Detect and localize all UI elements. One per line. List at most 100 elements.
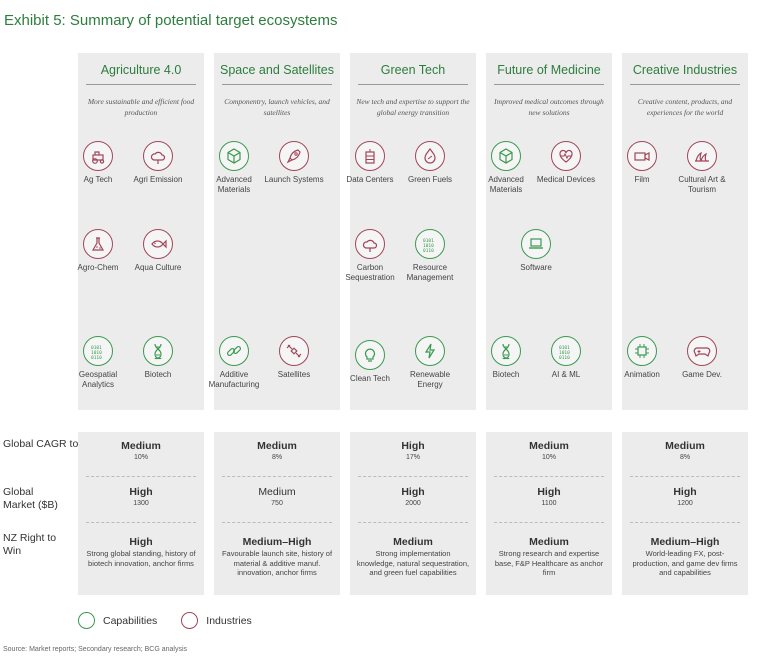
chain-link-icon [219,336,249,366]
cagr-cell: Medium 8% [622,440,748,463]
rtw-level: Medium–High [650,536,720,548]
item-label: Software [520,263,552,272]
cagr-value: 10% [541,454,556,461]
rtw-cell: High Strong global standing, history of … [78,536,204,568]
rtw-level: Medium [393,536,433,548]
metrics-column: High 17% High 2000 Medium Strong impleme… [350,432,476,595]
item-label: Renewable Energy [409,370,451,389]
divider [494,522,604,523]
divider [630,84,740,85]
divider [86,476,196,477]
item-label: AI & ML [551,370,581,379]
row-label-rtw: NZ Right to Win [3,532,57,557]
cagr-value: 8% [679,454,691,461]
svg-text:0110: 0110 [423,248,434,253]
ecosystem-item: Film [609,141,675,185]
market-cell: High 1200 [622,486,748,509]
item-label: Animation [624,370,660,379]
rtw-cell: Medium Strong research and expertise bas… [486,536,612,578]
item-label: Game Dev. [682,370,722,379]
legend-industries: Industries [206,614,252,627]
ecosystem-item: Additive Manufacturing [201,336,267,390]
rtw-text: Strong implementation knowledge, natural… [356,549,470,577]
chip-icon [627,336,657,366]
svg-text:1010: 1010 [423,243,434,249]
opera-house-icon [687,141,717,171]
item-label: Cultural Art & Tourism [678,175,726,194]
column-subtitle: Improved medical outcomes through new so… [494,97,604,117]
item-label: Advanced Materials [488,175,524,194]
rtw-text: Strong global standing, history of biote… [86,549,196,568]
market-level: High [129,486,153,498]
item-label: Data Centers [346,175,394,184]
ecosystem-item: Data Centers [337,141,403,185]
item-label: Biotech [492,370,520,379]
laptop-icon [521,229,551,259]
legend: Capabilities Industries [78,612,252,629]
svg-text:0110: 0110 [559,355,570,360]
market-value: 750 [271,500,283,507]
ecosystem-item: Medical Devices [533,141,599,185]
divider [86,522,196,523]
market-value: 2000 [405,500,421,507]
market-cell: Medium 750 [214,486,340,509]
rtw-text: World-leading FX, post-production, and g… [632,549,738,577]
item-label: Launch Systems [264,175,324,184]
ecosystem-item: Software [503,229,569,273]
source-note: Source: Market reports; Secondary resear… [3,646,188,653]
column-title: Space and Satellites [220,63,334,77]
item-label: Agro-Chem [77,263,119,272]
item-label: Resource Management [406,263,454,282]
metrics-column: Medium 8% Medium 750 Medium–High Favoura… [214,432,340,595]
metrics-column: Medium 10% High 1300 High Strong global … [78,432,204,595]
ecosystem-column: Future of Medicine Improved medical outco… [486,53,612,410]
cagr-value: 10% [133,454,148,461]
item-label: Agri Emission [133,175,183,184]
metrics-column: Medium 10% High 1100 Medium Strong resea… [486,432,612,595]
ecosystem-item: Animation [609,336,675,380]
svg-text:0101: 0101 [559,345,570,351]
rtw-level: Medium–High [242,536,312,548]
svg-text:0110: 0110 [91,355,102,360]
rocket-icon [279,141,309,171]
lightbulb-icon [355,340,385,370]
ecosystem-item: Renewable Energy [397,336,463,390]
item-label: Carbon Sequestration [345,263,395,282]
dna-icon [491,336,521,366]
svg-text:0101: 0101 [423,238,434,244]
divider [358,522,468,523]
video-camera-icon [627,141,657,171]
fish-icon [143,229,173,259]
ecosystem-item: Launch Systems [261,141,327,185]
cagr-level: Medium [121,440,161,452]
lightning-icon [415,336,445,366]
ecosystem-item: Game Dev. [669,336,735,380]
column-title: Creative Industries [632,63,738,77]
ecosystem-item: Biotech [125,336,191,380]
item-label: Clean Tech [350,374,390,383]
binary-data-icon: 0101 1010 0110 [415,229,445,259]
tractor-icon [83,141,113,171]
server-icon [355,141,385,171]
divider [222,522,332,523]
satellite-icon [279,336,309,366]
cagr-value: 8% [271,454,283,461]
column-title: Green Tech [380,63,446,77]
dna-icon [143,336,173,366]
ecosystem-item: Agro-Chem [65,229,131,273]
item-label: Film [634,175,650,184]
cloud-co2-icon [355,229,385,259]
ecosystem-item: Agri Emission [125,141,191,185]
ecosystem-column: Green Tech New tech and expertise to supp… [345,53,476,410]
market-value: 1100 [541,500,557,507]
row-label-market: Global Market ($B) [3,486,58,511]
column-subtitle: New tech and expertise to support the gl… [356,97,470,117]
ecosystem-item: Green Fuels [397,141,463,185]
divider [86,84,196,85]
rtw-level: High [129,536,153,548]
divider [358,84,468,85]
item-label: Additive Manufacturing [208,370,260,389]
column-subtitle: Componentry, launch vehicles, and satell… [224,97,330,117]
svg-text:1010: 1010 [559,350,570,356]
market-value: 1200 [677,500,693,507]
